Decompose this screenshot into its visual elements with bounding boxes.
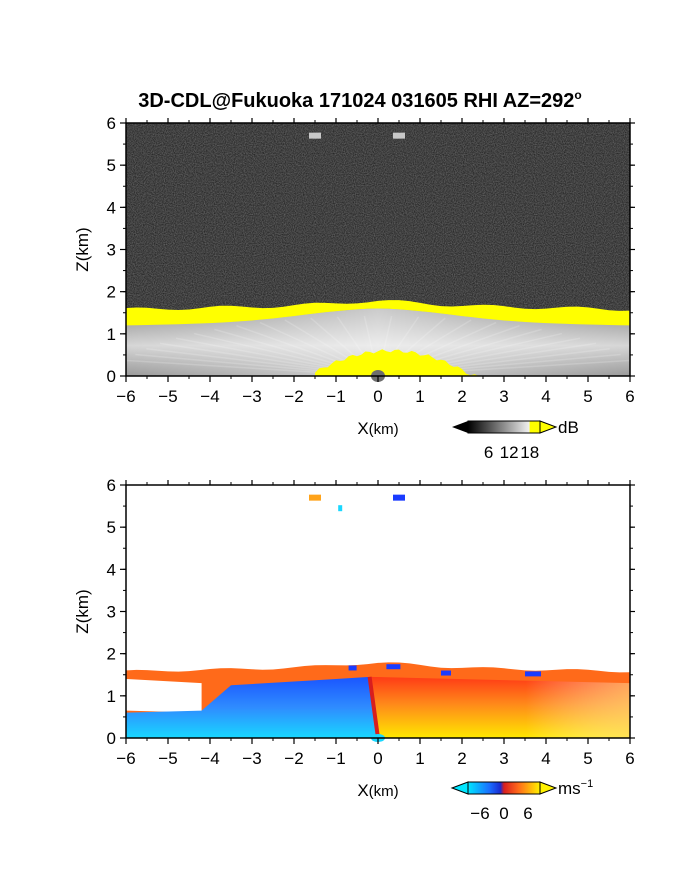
colorbar-tick-label: 18 — [520, 443, 539, 462]
y-tick-label: 5 — [107, 156, 116, 175]
y-axis-label: Z(km) — [73, 589, 92, 633]
x-tick-label: 1 — [415, 387, 424, 406]
x-tick-label: −4 — [200, 749, 219, 768]
reflectivity-colorbar: dB 6 12 18 — [452, 418, 579, 462]
y-axis-label: Z(km) — [73, 227, 92, 271]
y-tick-label: 1 — [107, 325, 116, 344]
x-tick-label: 0 — [373, 749, 382, 768]
x-tick-label: −3 — [242, 387, 261, 406]
reflectivity-field — [126, 123, 630, 382]
velocity-field — [126, 485, 630, 742]
x-axis-label: X(km) — [357, 781, 398, 800]
y-axis-ticks: 0 1 2 3 4 5 6 — [107, 476, 635, 748]
colorbar-ticks: 6 12 18 — [484, 443, 539, 462]
y-tick-label: 6 — [107, 476, 116, 495]
velocity-colorbar: ms−1 −6 0 6 — [450, 778, 593, 823]
colorbar-lower-extend — [450, 781, 469, 795]
x-tick-label: 6 — [625, 749, 634, 768]
y-tick-label: 2 — [107, 645, 116, 664]
x-tick-label: −1 — [326, 749, 345, 768]
y-tick-label: 0 — [107, 367, 116, 386]
colorbar-tick-label: 6 — [484, 443, 493, 462]
y-tick-label: 5 — [107, 518, 116, 537]
high-echo — [309, 494, 321, 501]
negative-velocity-region — [126, 676, 378, 738]
x-axis-ticks: −6 −5 −4 −3 −2 −1 0 1 2 3 4 5 6 — [116, 118, 635, 406]
y-tick-label: 4 — [107, 198, 116, 217]
colorbar-scale — [467, 781, 541, 795]
y-axis-ticks: 0 1 2 3 4 5 6 — [107, 114, 635, 386]
colorbar-upper-extend — [539, 781, 558, 795]
x-tick-label: −4 — [200, 387, 219, 406]
colorbar-unit: ms−1 — [558, 778, 593, 798]
colorbar-ticks: −6 0 6 — [470, 804, 532, 823]
y-tick-label: 3 — [107, 603, 116, 622]
inner-echo-highlight — [126, 308, 630, 376]
x-tick-label: 6 — [625, 387, 634, 406]
x-tick-label: −2 — [284, 749, 303, 768]
x-tick-label: 3 — [499, 387, 508, 406]
x-tick-label: −6 — [116, 749, 135, 768]
high-echo — [393, 132, 405, 139]
colorbar-scale — [467, 420, 541, 434]
x-axis-ticks: −6 −5 −4 −3 −2 −1 0 1 2 3 4 5 6 — [116, 480, 635, 768]
zero-velocity-line — [367, 676, 380, 739]
velocity-patch — [525, 671, 541, 677]
y-tick-label: 3 — [107, 241, 116, 260]
chart-title: 3D-CDL@Fukuoka 171024 031605 RHI AZ=292o — [138, 88, 582, 112]
colorbar-unit: dB — [558, 418, 579, 437]
y-tick-label: 2 — [107, 283, 116, 302]
positive-velocity-fade — [369, 676, 630, 738]
no-echo-region — [126, 678, 202, 713]
y-tick-label: 4 — [107, 560, 116, 579]
velocity-patch — [386, 664, 401, 670]
x-tick-label: −3 — [242, 749, 261, 768]
y-tick-label: 1 — [107, 687, 116, 706]
colorbar-upper-extend — [539, 420, 558, 434]
x-tick-label: 0 — [373, 387, 382, 406]
colorbar-tick-label: 0 — [499, 804, 508, 823]
x-axis-label: X(km) — [357, 419, 398, 438]
high-echo — [338, 505, 343, 512]
colorbar-tick-label: 12 — [500, 443, 519, 462]
x-tick-label: 5 — [583, 387, 592, 406]
y-tick-label: 6 — [107, 114, 116, 133]
x-tick-label: −1 — [326, 387, 345, 406]
x-tick-label: 3 — [499, 749, 508, 768]
velocity-patch — [348, 665, 357, 671]
x-tick-label: 2 — [457, 387, 466, 406]
x-tick-label: −2 — [284, 387, 303, 406]
high-echo — [393, 494, 405, 501]
colorbar-tick-label: 6 — [523, 804, 532, 823]
colorbar-lower-extend — [452, 421, 468, 433]
high-echo — [309, 132, 321, 139]
x-tick-label: 2 — [457, 749, 466, 768]
y-tick-label: 0 — [107, 729, 116, 748]
colorbar-tick-label: −6 — [470, 804, 489, 823]
x-tick-label: −5 — [158, 387, 177, 406]
x-tick-label: −5 — [158, 749, 177, 768]
x-tick-label: −6 — [116, 387, 135, 406]
velocity-patch — [441, 670, 451, 676]
x-tick-label: 5 — [583, 749, 592, 768]
x-tick-label: 1 — [415, 749, 424, 768]
x-tick-label: 4 — [541, 749, 550, 768]
surface-echo — [315, 349, 479, 376]
x-tick-label: 4 — [541, 387, 550, 406]
